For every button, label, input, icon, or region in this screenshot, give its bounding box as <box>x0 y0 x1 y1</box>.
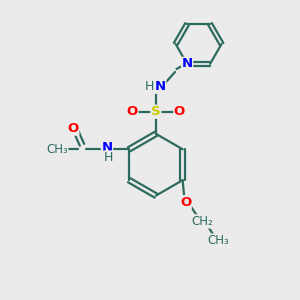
Text: N: N <box>101 141 112 154</box>
Text: H: H <box>104 151 113 164</box>
Text: H: H <box>145 80 154 93</box>
Text: CH₂: CH₂ <box>191 215 213 228</box>
Text: CH₃: CH₃ <box>46 143 68 156</box>
Text: CH₃: CH₃ <box>207 234 229 247</box>
Text: O: O <box>180 196 191 209</box>
Text: O: O <box>174 105 185 118</box>
Text: N: N <box>182 57 193 70</box>
Text: O: O <box>127 105 138 118</box>
Text: S: S <box>151 105 161 118</box>
Text: O: O <box>68 122 79 135</box>
Text: N: N <box>155 80 166 93</box>
